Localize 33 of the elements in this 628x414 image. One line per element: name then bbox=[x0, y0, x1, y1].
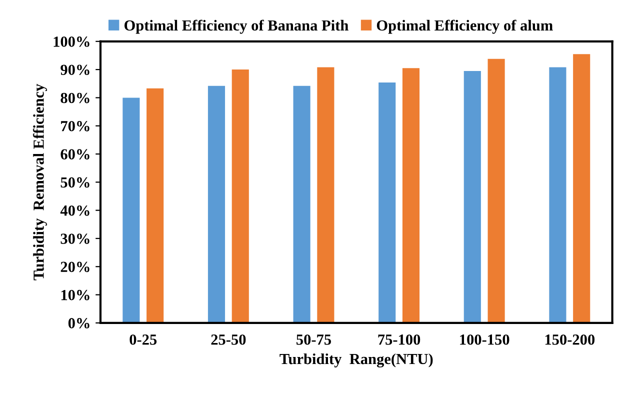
y-tick-label: 10% bbox=[61, 290, 90, 300]
y-tick-label: 60% bbox=[60, 149, 90, 160]
x-axis-title: Turbidity Range(NTU) bbox=[280, 353, 433, 368]
bar bbox=[317, 67, 334, 323]
bar bbox=[402, 68, 420, 323]
bar bbox=[378, 82, 396, 323]
y-tick-label: 70% bbox=[61, 120, 90, 132]
y-tick-label: 20% bbox=[60, 262, 90, 272]
y-tick-label: 90% bbox=[60, 64, 90, 76]
x-tick-label: 75-100 bbox=[378, 334, 420, 345]
bar bbox=[464, 70, 481, 323]
bar bbox=[208, 86, 226, 323]
x-tick-label: 0-25 bbox=[130, 334, 157, 345]
y-tick-label: 80% bbox=[60, 92, 90, 104]
bar bbox=[573, 54, 590, 323]
y-tick-label: 30% bbox=[60, 234, 90, 244]
y-tick-label: 0% bbox=[68, 318, 90, 328]
legend-label: Optimal Efficiency of Banana Pith bbox=[124, 20, 348, 34]
y-axis-title: Turbidity Removal Efficiency bbox=[32, 84, 48, 280]
y-tick-label: 40% bbox=[60, 205, 90, 216]
y-tick-label: 100% bbox=[54, 36, 90, 47]
bar bbox=[293, 86, 310, 323]
x-tick-label: 150-200 bbox=[545, 334, 595, 345]
bar bbox=[122, 98, 140, 323]
x-tick-label: 50-75 bbox=[296, 334, 331, 345]
bar bbox=[488, 58, 505, 323]
bar bbox=[232, 70, 249, 323]
x-tick-label: 100-150 bbox=[460, 334, 510, 345]
bar bbox=[549, 67, 566, 323]
bar bbox=[146, 88, 164, 323]
y-tick-label: 50% bbox=[60, 177, 90, 188]
x-tick-label: 25-50 bbox=[211, 334, 246, 345]
legend-label: Optimal Efficiency of alum bbox=[376, 20, 553, 34]
